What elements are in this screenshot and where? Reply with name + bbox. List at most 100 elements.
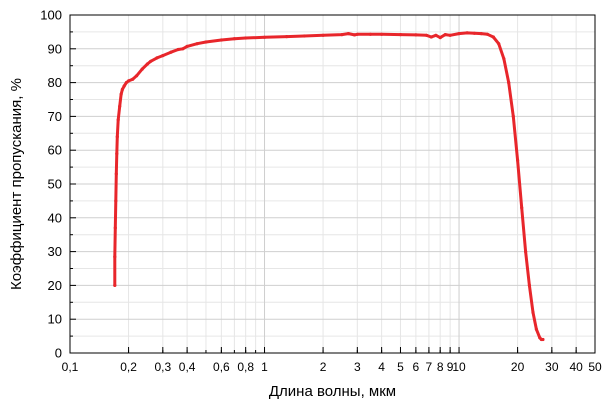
data-point	[465, 31, 469, 35]
x-tick-label: 0,4	[179, 360, 196, 374]
data-point	[398, 33, 403, 37]
data-point	[380, 32, 384, 36]
plot-frame	[69, 14, 596, 354]
data-point	[115, 135, 119, 139]
data-point	[145, 62, 149, 66]
y-tick-label: 30	[48, 244, 62, 259]
data-point	[149, 59, 153, 63]
data-point	[285, 35, 289, 39]
x-tick-label: 20	[511, 360, 525, 374]
data-point	[181, 47, 185, 51]
data-point	[527, 283, 532, 287]
x-tick-label: 3	[354, 360, 361, 374]
data-point	[502, 57, 506, 61]
data-point	[140, 67, 144, 71]
x-tick-label: 0,2	[120, 360, 137, 374]
y-tick-label: 20	[48, 278, 62, 293]
data-point	[346, 31, 350, 36]
x-tick-label: 30	[545, 360, 559, 374]
data-point	[135, 74, 139, 78]
data-point	[127, 79, 131, 83]
y-tick-labels: 0 10 20 30 40 50 60 70 80 90 100	[40, 8, 62, 361]
x-tick-label: 8	[437, 360, 444, 374]
data-point	[438, 36, 442, 40]
data-point	[176, 47, 180, 52]
x-axis-label: Длина волны, мкм	[269, 383, 396, 400]
x-tick-label: 9	[447, 360, 454, 374]
data-point	[219, 38, 223, 42]
data-point	[355, 32, 359, 36]
data-point	[541, 337, 545, 342]
data-point	[485, 32, 490, 36]
y-tick-label: 10	[48, 312, 62, 327]
y-axis-label: Коэффициент пропускания, %	[8, 78, 25, 290]
x-tick-label: 2	[320, 360, 327, 374]
data-point	[531, 310, 535, 314]
data-point	[457, 31, 461, 36]
data-point	[244, 36, 248, 40]
data-point	[434, 33, 438, 37]
data-point	[155, 56, 159, 60]
data-point	[491, 35, 495, 39]
y-tick-label: 100	[40, 8, 62, 23]
data-point	[115, 152, 119, 156]
data-point	[302, 34, 306, 38]
data-point	[429, 35, 433, 39]
data-point	[368, 32, 372, 36]
y-tick-label: 60	[48, 143, 62, 158]
data-point	[120, 87, 124, 91]
series-group	[113, 31, 545, 342]
series-line	[113, 31, 545, 341]
data-point	[131, 77, 135, 81]
data-point	[116, 118, 120, 122]
x-tick-label: 10	[452, 360, 466, 374]
data-point	[124, 81, 128, 85]
data-point	[472, 31, 476, 35]
data-point	[516, 158, 520, 162]
y-tick-label: 40	[48, 210, 62, 225]
x-tick-label: 7	[426, 360, 433, 374]
data-point	[114, 199, 118, 203]
data-point	[321, 33, 325, 37]
data-point	[113, 255, 117, 259]
y-tick-label: 80	[48, 75, 62, 90]
data-point	[414, 33, 418, 37]
y-tick-label: 0	[55, 346, 62, 361]
data-point	[118, 104, 122, 108]
y-tick-label: 70	[48, 109, 62, 124]
x-tick-labels: 0,1 0,2 0,3 0,4 0,6 0,8 1 2 3 4 5 6 7 8 910 20 30 40 50	[62, 360, 602, 374]
data-point	[185, 44, 189, 49]
data-point	[534, 327, 539, 331]
data-point	[424, 33, 429, 37]
data-point	[232, 37, 236, 41]
x-tick-label: 0,6	[213, 360, 230, 374]
x-tick-label: 0,1	[62, 360, 79, 374]
data-point	[340, 33, 344, 37]
data-point	[262, 35, 267, 39]
x-tick-label: 0,3	[154, 360, 171, 374]
x-tick-label: 50	[588, 360, 602, 374]
data-point	[520, 206, 524, 210]
data-point	[511, 114, 515, 118]
data-point	[122, 84, 126, 88]
data-point	[524, 250, 528, 254]
data-point	[195, 42, 199, 46]
data-point	[119, 92, 123, 96]
x-tick-label: 40	[569, 360, 583, 374]
data-point	[507, 81, 511, 85]
x-tick-label: 0,8	[237, 360, 254, 374]
data-point	[448, 33, 452, 37]
y-tick-label: 50	[48, 177, 62, 192]
data-point	[161, 54, 165, 58]
data-point	[114, 172, 118, 176]
x-tick-label: 4	[378, 360, 385, 374]
data-point	[113, 226, 117, 230]
x-tick-label: 1	[261, 360, 268, 374]
data-point	[479, 31, 483, 36]
data-point	[443, 33, 447, 37]
x-tick-label: 6	[413, 360, 420, 374]
data-point	[204, 40, 208, 44]
x-tick-label: 5	[397, 360, 404, 374]
data-point	[497, 42, 501, 46]
